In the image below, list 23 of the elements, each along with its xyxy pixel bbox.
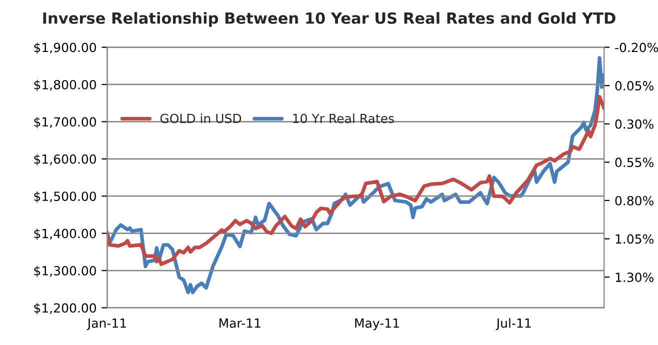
chart-title: Inverse Relationship Between 10 Year US Real Rates and Gold YTD — [43, 12, 616, 27]
legend-label: 10 Yr Real Rates — [293, 114, 394, 124]
y2-tick-label: 0.80% — [615, 196, 654, 206]
y-tick-label: $1,500.00 — [34, 191, 96, 203]
y2-tick-label: 1.05% — [616, 234, 654, 244]
y-tick-label: $1,600.00 — [34, 154, 96, 166]
y2-tick-label: 1.30% — [616, 272, 654, 282]
y-tick-label: $1,900.00 — [34, 42, 96, 54]
y-tick-label: $1,300.00 — [34, 266, 96, 278]
y2-tick-label: 0.55% — [615, 158, 654, 168]
x-tick-label: Mar-11 — [220, 318, 260, 328]
x-tick-label: Jul-11 — [496, 318, 531, 330]
y2-tick-label: 0.30% — [615, 119, 654, 129]
y-tick-label: $1,800.00 — [34, 80, 96, 92]
y2-tick-label: -0.20% — [615, 42, 658, 52]
x-tick-label: May-11 — [355, 318, 399, 330]
line-series — [107, 94, 604, 266]
x-tick-label: Jan-11 — [86, 318, 126, 330]
legend-label: GOLD in USD — [160, 114, 242, 124]
y-tick-label: $1,400.00 — [34, 228, 96, 240]
y-tick-label: $1,200.00 — [34, 302, 96, 314]
y2-tick-label: 0.05% — [615, 81, 654, 90]
y-tick-label: $1,700.00 — [34, 116, 96, 128]
